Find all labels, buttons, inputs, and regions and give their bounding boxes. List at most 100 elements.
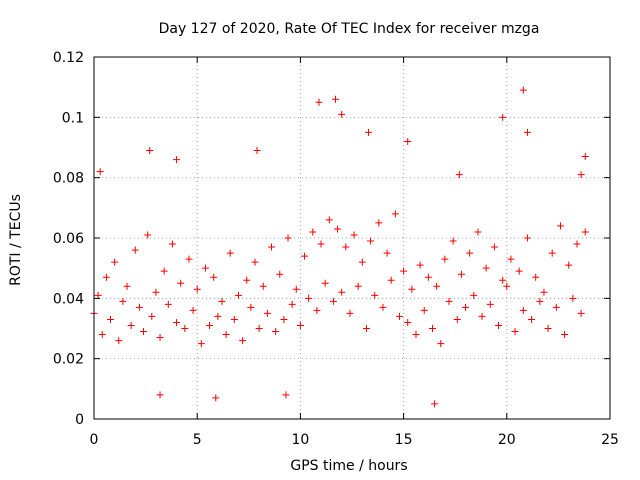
- chart-title: Day 127 of 2020, Rate Of TEC Index for r…: [159, 21, 540, 37]
- data-point: [251, 258, 259, 266]
- data-point: [519, 306, 527, 314]
- data-point: [371, 291, 379, 299]
- data-point: [420, 306, 428, 314]
- data-point: [404, 137, 412, 145]
- data-point: [437, 340, 445, 348]
- data-point: [259, 282, 267, 290]
- data-point: [301, 252, 309, 260]
- data-point: [111, 258, 119, 266]
- data-point: [210, 273, 218, 281]
- x-tick-label: 20: [498, 432, 516, 448]
- data-point: [503, 282, 511, 290]
- x-axis-label: GPS time / hours: [290, 458, 407, 474]
- x-tick-label: 25: [601, 432, 619, 448]
- data-point: [556, 222, 564, 230]
- data-point: [544, 325, 552, 332]
- data-point: [523, 234, 531, 242]
- data-point: [135, 303, 143, 311]
- data-point: [495, 321, 503, 329]
- data-point: [565, 261, 573, 269]
- data-point: [98, 331, 106, 339]
- data-point: [528, 315, 536, 323]
- data-point: [455, 171, 463, 179]
- data-point: [168, 240, 176, 248]
- data-point: [573, 240, 581, 248]
- data-point: [152, 288, 160, 296]
- data-point: [499, 276, 507, 284]
- data-point: [365, 128, 373, 136]
- data-point: [140, 328, 148, 336]
- data-point: [193, 285, 201, 293]
- data-point: [462, 303, 470, 311]
- data-point: [408, 285, 416, 293]
- data-point: [185, 255, 193, 263]
- data-point: [523, 128, 531, 136]
- data-point: [445, 297, 453, 305]
- data-point: [449, 237, 457, 245]
- data-point: [144, 231, 152, 239]
- data-point: [102, 273, 110, 281]
- data-point: [515, 267, 523, 275]
- data-point: [284, 234, 292, 242]
- data-point: [156, 334, 164, 342]
- data-point: [107, 315, 115, 323]
- data-point: [315, 98, 323, 106]
- data-point: [94, 291, 102, 299]
- data-point: [338, 288, 346, 296]
- data-point: [552, 303, 560, 311]
- data-point: [354, 282, 362, 290]
- data-point: [197, 340, 205, 348]
- y-tick-label: 0.02: [53, 352, 84, 368]
- data-point: [453, 315, 461, 323]
- data-point: [581, 153, 589, 161]
- data-point: [177, 279, 185, 287]
- data-point: [331, 95, 339, 103]
- y-tick-label: 0.1: [62, 110, 84, 126]
- x-tick-labels: 0 5 10 15 20 25: [90, 432, 619, 448]
- data-point: [115, 337, 123, 345]
- data-point: [470, 291, 478, 299]
- x-tick-label: 5: [193, 432, 202, 448]
- data-point: [367, 237, 375, 245]
- data-point: [486, 300, 494, 308]
- data-point: [253, 147, 261, 155]
- data-point: [272, 328, 280, 336]
- data-point: [164, 300, 172, 308]
- data-point: [123, 282, 131, 290]
- data-point: [532, 273, 540, 281]
- data-point: [276, 270, 284, 278]
- data-point: [305, 294, 313, 302]
- data-point: [173, 318, 181, 326]
- data-point: [127, 321, 135, 329]
- data-point: [404, 318, 412, 326]
- data-point: [230, 315, 238, 323]
- data-point: [548, 249, 556, 257]
- data-point: [441, 255, 449, 263]
- grid-lines: [94, 57, 610, 419]
- data-point: [478, 312, 486, 320]
- data-point: [119, 297, 127, 305]
- data-point: [313, 306, 321, 314]
- data-point: [218, 297, 226, 305]
- data-point: [255, 325, 263, 332]
- data-point: [146, 147, 154, 155]
- y-tick-labels: 0 0.02 0.04 0.06 0.08 0.1 0.12: [53, 50, 84, 428]
- data-point: [239, 337, 247, 345]
- data-point: [457, 270, 465, 278]
- data-point: [342, 243, 350, 251]
- data-point: [222, 331, 230, 339]
- data-point: [577, 309, 585, 317]
- y-tick-label: 0.12: [53, 50, 84, 66]
- y-tick-label: 0: [75, 412, 84, 428]
- data-point: [325, 216, 333, 224]
- data-point: [362, 325, 370, 332]
- data-point: [268, 243, 276, 251]
- data-point: [581, 228, 589, 236]
- data-point: [433, 282, 441, 290]
- x-tick-label: 15: [395, 432, 413, 448]
- data-point: [569, 294, 577, 302]
- data-point: [317, 240, 325, 248]
- data-point: [507, 255, 515, 263]
- data-point: [243, 276, 251, 284]
- data-point: [226, 249, 234, 257]
